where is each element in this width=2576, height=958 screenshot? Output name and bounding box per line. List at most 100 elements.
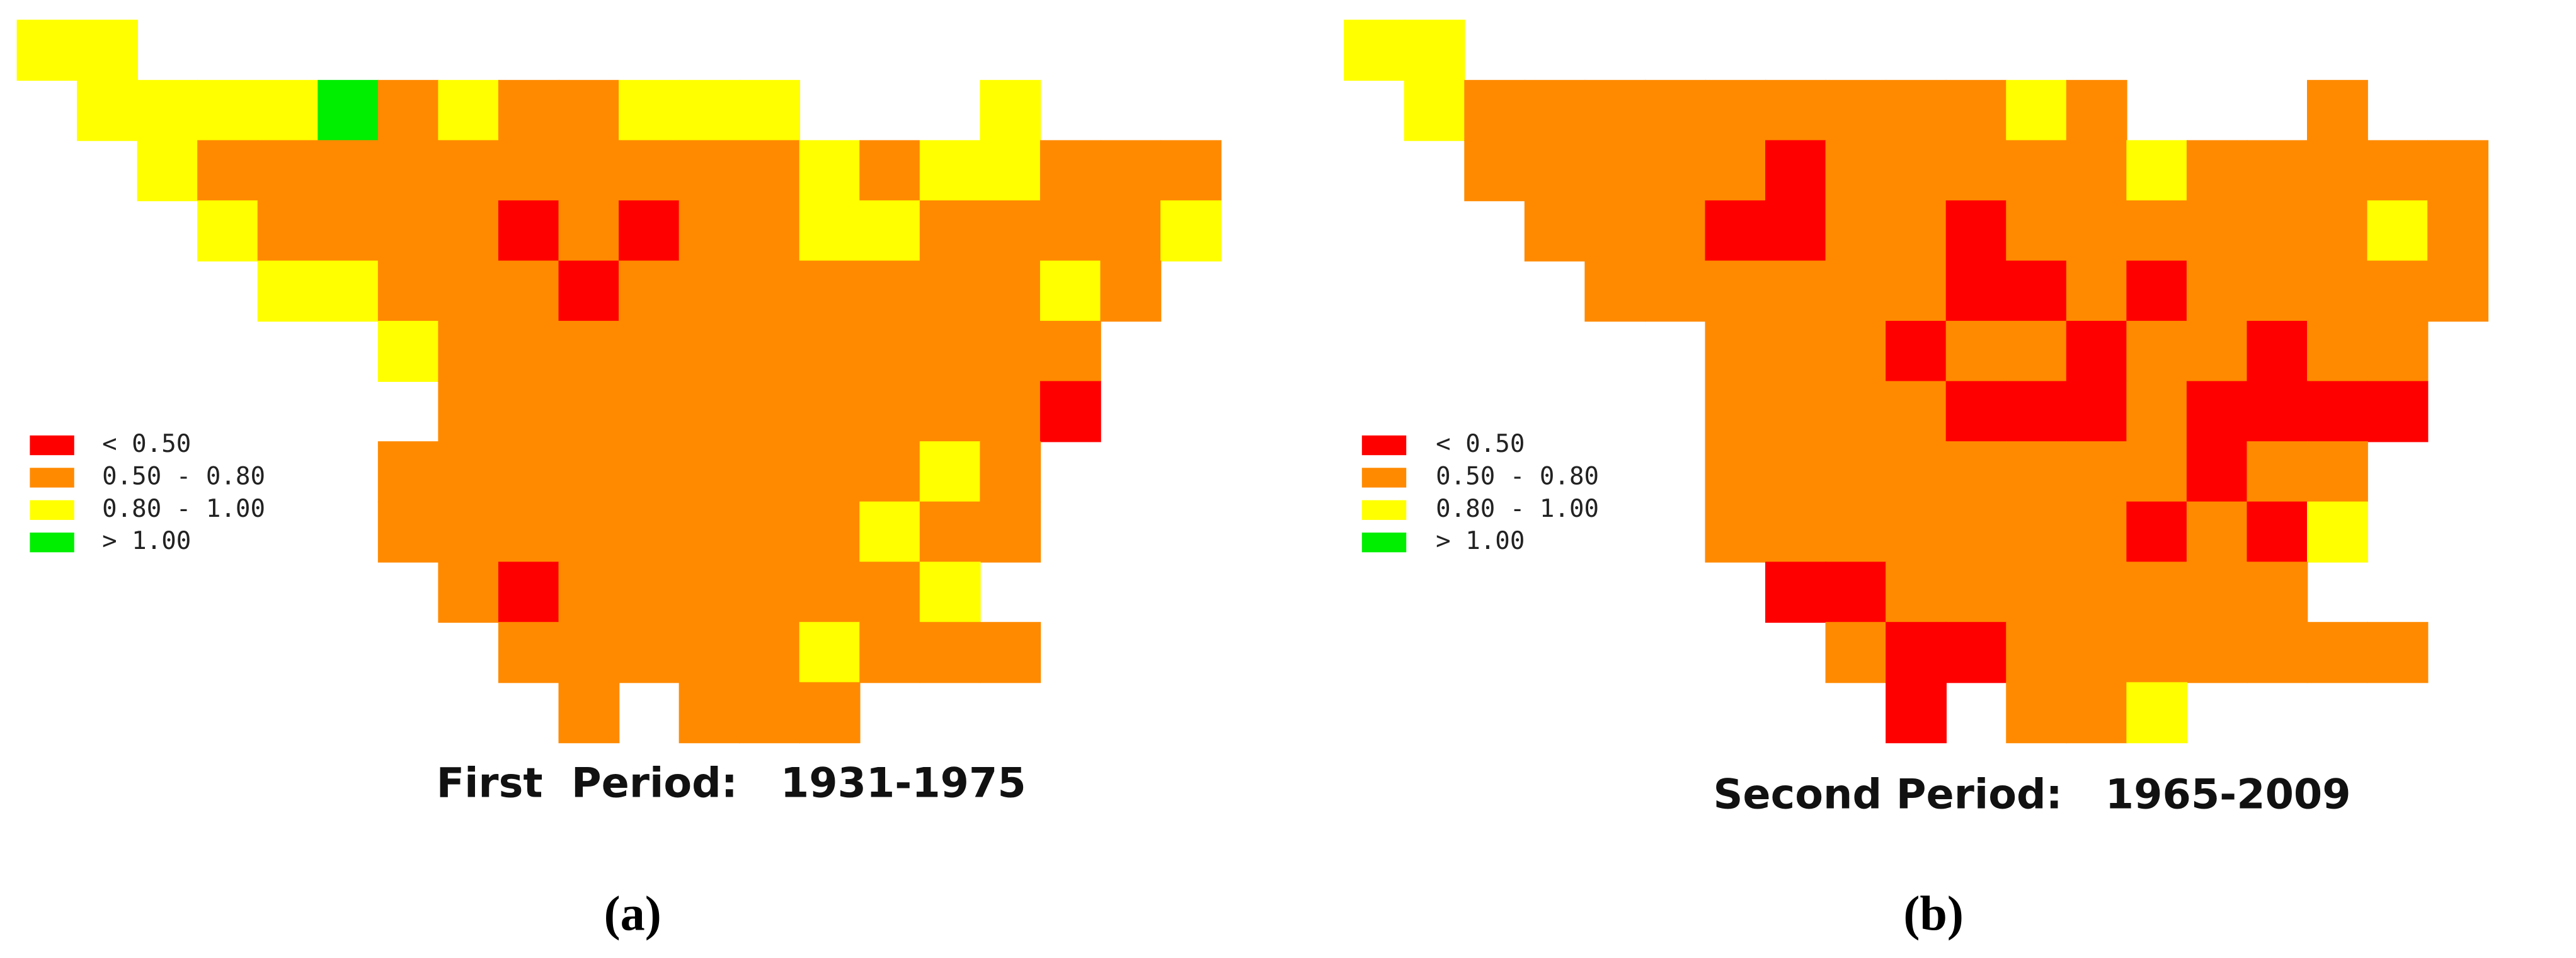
grid-cell	[1825, 321, 1887, 382]
grid-cell	[799, 140, 861, 202]
grid-cell	[1886, 501, 1947, 563]
grid-cell	[2307, 79, 2368, 141]
grid-cell	[2006, 562, 2068, 623]
legend-label: > 1.00	[1436, 527, 1525, 555]
grid-cell	[1705, 501, 1766, 563]
grid-cell	[1584, 200, 1646, 262]
grid-cell	[1524, 200, 1586, 262]
legend-label: 0.80 - 1.00	[102, 495, 265, 523]
grid-cell	[1945, 260, 2007, 322]
grid-cell	[318, 200, 379, 262]
grid-cell	[498, 501, 559, 563]
grid-cell	[1039, 260, 1101, 322]
grid-cell	[1404, 20, 1465, 81]
grid-cell	[2126, 200, 2188, 262]
grid-cell	[77, 79, 138, 141]
grid-cell	[1765, 140, 1826, 202]
grid-cell	[2066, 321, 2127, 382]
grid-cell	[739, 441, 801, 503]
grid-cell	[980, 260, 1041, 322]
legend-swatch	[30, 500, 74, 520]
grid-cell	[2367, 321, 2429, 382]
grid-cell	[1825, 260, 1887, 322]
grid-cell	[1886, 321, 1947, 382]
legend-swatch	[1361, 468, 1407, 488]
grid-cell	[859, 621, 921, 683]
grid-cell	[137, 79, 198, 141]
grid-cell	[377, 200, 439, 262]
grid-cell	[2247, 621, 2308, 683]
grid-cell	[799, 682, 861, 744]
grid-cell	[2006, 501, 2068, 563]
grid-cell	[197, 140, 259, 202]
grid-cell	[1644, 79, 1706, 141]
grid-cell	[1825, 441, 1887, 503]
grid-cell	[1584, 140, 1646, 202]
grid-cell	[619, 381, 680, 442]
grid-cell	[2126, 381, 2188, 442]
grid-cell	[919, 441, 981, 503]
grid-cell	[558, 321, 620, 382]
grid-cell	[558, 200, 620, 262]
grid-cell	[2006, 381, 2068, 442]
grid-cell	[980, 441, 1041, 503]
grid-cell	[1100, 140, 1162, 202]
grid-cell	[678, 79, 740, 141]
grid-cell	[1886, 260, 1947, 322]
grid-cell	[980, 200, 1041, 262]
grid-cell	[1945, 562, 2007, 623]
grid-cell	[2006, 260, 2068, 322]
grid-cell	[2247, 441, 2308, 503]
grid-cell	[2307, 621, 2368, 683]
grid-cell	[678, 260, 740, 322]
grid-cell	[2186, 260, 2248, 322]
grid-cell	[619, 621, 680, 683]
grid-cell	[2006, 621, 2068, 683]
grid-cell	[919, 562, 981, 623]
panel-caption: (a)	[604, 886, 661, 941]
panel-title: Second Period: 1965-2009	[1714, 771, 2351, 819]
grid-cell	[1765, 260, 1826, 322]
grid-cell	[859, 441, 921, 503]
grid-cell	[919, 381, 981, 442]
grid-cell	[2367, 381, 2429, 442]
grid-cell	[2186, 381, 2248, 442]
grid-cell	[1825, 140, 1887, 202]
grid-cell	[2186, 441, 2248, 503]
grid-cell	[1039, 381, 1101, 442]
grid-cell	[318, 79, 379, 141]
grid-cell	[739, 381, 801, 442]
grid-cell	[619, 79, 680, 141]
grid-cell	[1100, 260, 1162, 322]
grid-cell	[558, 441, 620, 503]
grid-cell	[2247, 200, 2308, 262]
grid-cell	[1584, 79, 1646, 141]
grid-cell	[197, 200, 259, 262]
grid-cell	[77, 20, 138, 81]
grid-cell	[377, 79, 439, 141]
grid-cell	[2066, 621, 2127, 683]
grid-cell	[377, 321, 439, 382]
grid-cell	[1464, 140, 1526, 202]
grid-cell	[2367, 621, 2429, 683]
grid-cell	[377, 140, 439, 202]
legend-label: 0.80 - 1.00	[1436, 495, 1599, 523]
grid-cell	[2186, 621, 2248, 683]
legend-swatch	[30, 435, 74, 456]
grid-cell	[859, 200, 921, 262]
grid-cell	[1886, 381, 1947, 442]
grid-cell	[2066, 501, 2127, 563]
grid-cell	[678, 140, 740, 202]
grid-cell	[1945, 79, 2007, 141]
grid-cell	[1765, 321, 1826, 382]
grid-cell	[980, 621, 1041, 683]
grid-cell	[257, 140, 319, 202]
grid-cell	[799, 321, 861, 382]
grid-cell	[1886, 621, 1947, 683]
grid-cell	[2126, 140, 2188, 202]
grid-cell	[2307, 381, 2368, 442]
grid-cell	[739, 140, 801, 202]
grid-cell	[1825, 381, 1887, 442]
grid-cell	[2247, 321, 2308, 382]
grid-cell	[2126, 501, 2188, 563]
